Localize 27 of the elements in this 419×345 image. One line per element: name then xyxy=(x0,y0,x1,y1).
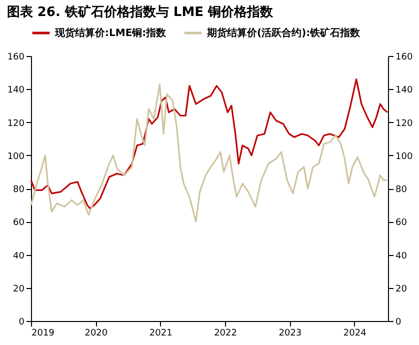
y2-tick-label: 20 xyxy=(396,284,408,294)
y-tick-label: 160 xyxy=(7,52,25,62)
legend-label: 期货结算价(活跃合约):铁矿石指数 xyxy=(206,27,362,39)
y-tick-label: 60 xyxy=(13,218,25,228)
x-tick-label: 2024 xyxy=(343,328,367,338)
y2-tick-label: 60 xyxy=(396,218,408,228)
x-tick-label: 2023 xyxy=(278,328,302,338)
y2-tick-label: 80 xyxy=(396,185,408,195)
y2-tick-label: 120 xyxy=(396,118,413,129)
y2-tick-label: 160 xyxy=(396,52,413,62)
y-tick-label: 20 xyxy=(13,284,25,294)
x-tick-label: 2021 xyxy=(149,328,172,338)
y-tick-label: 40 xyxy=(13,251,25,262)
x-tick-label: 2022 xyxy=(214,328,237,338)
x-tick-label: 2019 xyxy=(32,328,55,338)
y-tick-label: 100 xyxy=(7,152,25,162)
y-tick-label: 140 xyxy=(7,86,25,96)
y-tick-label: 0 xyxy=(18,318,25,328)
y2-tick-label: 40 xyxy=(396,251,408,262)
x-tick-label: 2020 xyxy=(84,328,108,338)
y-tick-label: 80 xyxy=(13,185,25,195)
chart-title: 图表 26. 铁矿石价格指数与 LME 铜价格指数 xyxy=(6,4,274,20)
y-tick-label: 120 xyxy=(7,118,25,129)
y2-tick-label: 140 xyxy=(396,86,413,96)
legend-label: 现货结算价:LME铜:指数 xyxy=(54,27,168,39)
y2-tick-label: 0 xyxy=(396,318,402,328)
y2-tick-label: 100 xyxy=(396,152,413,162)
